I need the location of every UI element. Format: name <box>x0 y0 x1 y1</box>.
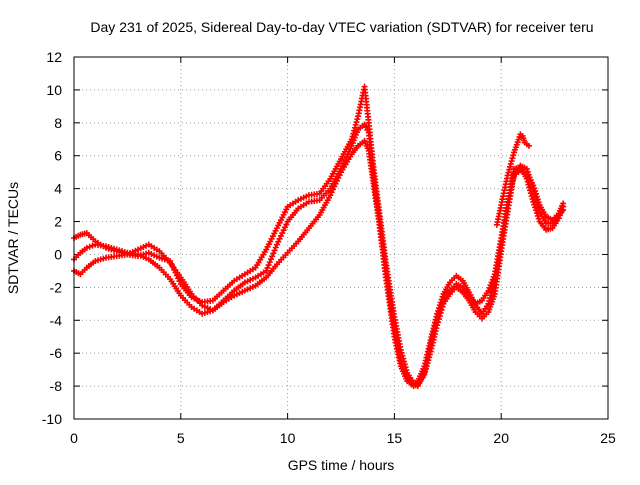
data-point <box>530 198 537 205</box>
data-point <box>354 116 361 123</box>
data-point <box>353 118 360 125</box>
data-point <box>509 155 516 162</box>
data-point <box>269 253 276 260</box>
data-point <box>532 194 539 201</box>
data-point <box>526 184 533 191</box>
x-tick-label: 10 <box>280 430 296 446</box>
data-point <box>86 243 93 250</box>
data-point <box>435 316 442 323</box>
data-point <box>534 200 541 207</box>
data-point <box>528 193 535 200</box>
data-point <box>267 256 274 263</box>
data-point <box>265 262 272 269</box>
data-point <box>426 351 433 358</box>
x-tick-label: 15 <box>387 430 403 446</box>
series-3-markers <box>493 131 532 228</box>
y-tick-label: 4 <box>54 181 62 197</box>
data-point <box>526 174 533 181</box>
data-point <box>271 247 278 254</box>
data-point <box>263 267 270 274</box>
data-point <box>488 289 495 296</box>
data-point <box>424 360 431 367</box>
tick-layer: 0 5 10 15 20 25 -10 -8 -6 -4 -2 0 2 4 6 8 10 12 <box>42 49 616 446</box>
data-point <box>535 205 542 212</box>
y-tick-label: -10 <box>42 411 62 427</box>
data-point <box>504 172 511 179</box>
y-tick-label: -2 <box>50 279 63 295</box>
data-point <box>422 368 429 375</box>
data-point <box>531 191 538 198</box>
x-tick-label: 0 <box>70 430 78 446</box>
data-point <box>486 295 493 302</box>
x-tick-label: 20 <box>493 430 509 446</box>
y-tick-label: -8 <box>50 378 63 394</box>
data-point <box>264 264 271 271</box>
x-axis-label: GPS time / hours <box>288 457 395 473</box>
data-point <box>266 259 273 266</box>
data-point <box>527 177 534 184</box>
x-tick-label: 5 <box>177 430 185 446</box>
data-point <box>510 152 517 159</box>
data-point <box>507 163 514 170</box>
data-point <box>436 313 443 320</box>
data-point <box>507 160 514 167</box>
data-point <box>506 166 513 173</box>
grid-layer <box>74 57 608 419</box>
data-point <box>527 190 534 197</box>
data-point <box>352 121 359 128</box>
data-point <box>439 303 446 310</box>
y-tick-label: 6 <box>54 148 62 164</box>
data-point <box>421 371 428 378</box>
data-point <box>351 124 358 131</box>
data-point <box>529 195 536 202</box>
data-point <box>523 165 530 172</box>
y-tick-label: 0 <box>54 246 62 262</box>
data-point <box>527 187 534 194</box>
data-point <box>530 185 537 192</box>
data-point <box>524 168 531 175</box>
data-point <box>83 244 90 251</box>
data-point <box>423 362 430 369</box>
data-point <box>425 357 432 364</box>
data-point <box>434 322 441 329</box>
data-point <box>531 201 538 208</box>
y-axis-label: SDTVAR / TECUs <box>5 182 21 294</box>
data-point <box>439 293 446 300</box>
data-point <box>437 309 444 316</box>
data-point <box>505 169 512 176</box>
y-tick-label: -4 <box>50 312 63 328</box>
data-point <box>270 250 277 257</box>
data-point <box>535 202 542 209</box>
chart-title: Day 231 of 2025, Sidereal Day-to-day VTE… <box>90 19 593 35</box>
data-point <box>438 296 445 303</box>
y-tick-label: -6 <box>50 345 63 361</box>
y-tick-label: 8 <box>54 115 62 131</box>
series-2-markers <box>71 137 567 390</box>
y-tick-label: 2 <box>54 214 62 230</box>
series-0-markers <box>71 83 567 390</box>
data-point <box>89 242 96 249</box>
data-point <box>438 306 445 313</box>
data-point <box>533 197 540 204</box>
data-point <box>426 354 433 361</box>
plot-frame <box>73 56 609 420</box>
data-points-layer <box>71 83 567 390</box>
data-point <box>525 171 532 178</box>
data-point <box>487 292 494 299</box>
data-point <box>422 365 429 372</box>
data-point <box>529 182 536 189</box>
data-point <box>508 158 515 165</box>
data-point <box>525 142 532 149</box>
data-point <box>531 188 538 195</box>
y-tick-label: 10 <box>46 82 62 98</box>
data-point <box>435 319 442 326</box>
data-point <box>272 244 279 251</box>
x-tick-label: 25 <box>600 430 616 446</box>
y-tick-label: 12 <box>46 49 62 65</box>
data-point <box>528 179 535 186</box>
data-point <box>560 207 567 214</box>
